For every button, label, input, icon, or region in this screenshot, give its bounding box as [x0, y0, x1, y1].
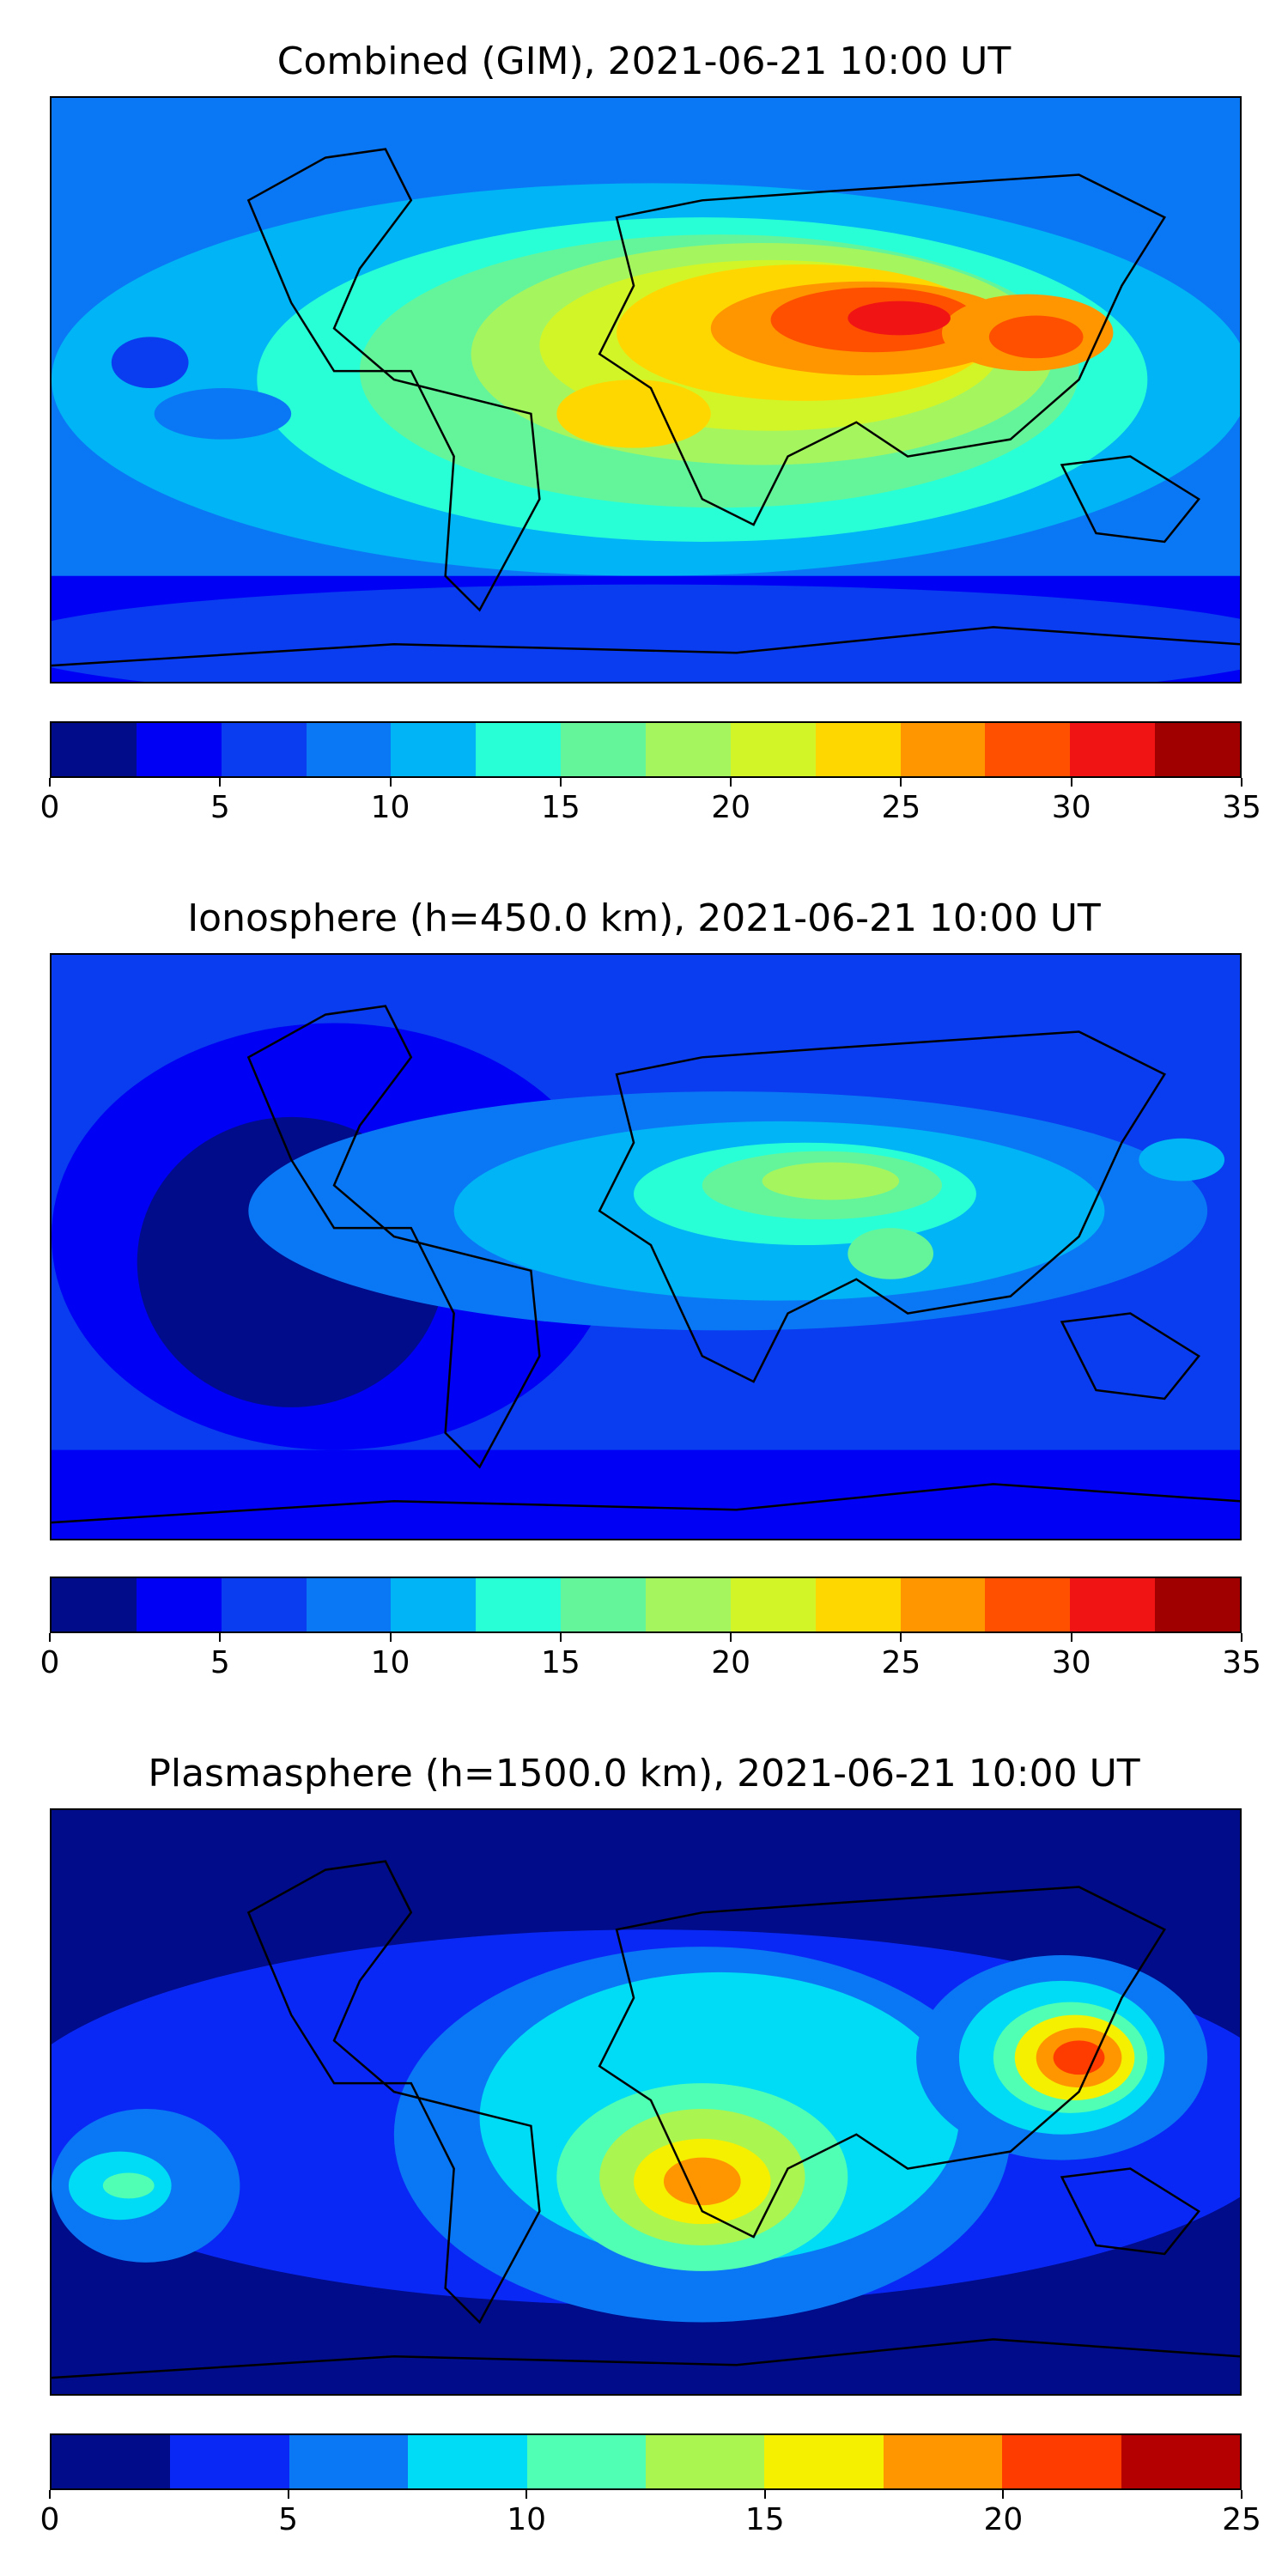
colorbar-segment [391, 1578, 477, 1631]
colorbar-segment [52, 1578, 137, 1631]
colorbar-segment [136, 1578, 222, 1631]
colorbar-tick-mark [49, 1633, 51, 1642]
panel-2-colorbar-ticks: 0 5 10 15 20 25 30 35 [40, 1633, 1261, 1693]
colorbar-tick-label: 25 [881, 1645, 921, 1680]
colorbar-segment [306, 723, 392, 776]
colorbar-segment [52, 723, 137, 776]
colorbar-tick-mark [900, 778, 902, 787]
colorbar-segment [408, 2435, 527, 2488]
colorbar-segment [1002, 2435, 1121, 2488]
colorbar-tick-mark [900, 1633, 902, 1642]
colorbar-segment [646, 2435, 765, 2488]
colorbar-tick-mark [1002, 2490, 1005, 2499]
colorbar-tick-mark [1070, 1633, 1072, 1642]
colorbar-segment [391, 723, 477, 776]
colorbar-segment [170, 2435, 289, 2488]
colorbar-segment [900, 1578, 986, 1631]
colorbar-tick-mark [559, 1633, 562, 1642]
colorbar-tick-label: 10 [370, 1645, 410, 1680]
colorbar-tick-label: 35 [1222, 790, 1261, 825]
panel-1-colorbar [50, 721, 1242, 778]
colorbar-segment [1155, 1578, 1241, 1631]
panel-3-colorbar [50, 2433, 1242, 2490]
colorbar-segment [1070, 1578, 1156, 1631]
colorbar-tick-label: 20 [983, 2502, 1024, 2537]
colorbar-tick-mark [389, 778, 392, 787]
colorbar-segment [646, 1578, 731, 1631]
colorbar-tick-mark [559, 778, 562, 787]
panel-3-colorbar-ticks: 0 5 10 15 20 25 [40, 2490, 1261, 2550]
colorbar-tick-label: 5 [210, 790, 230, 825]
colorbar-tick-mark [730, 778, 732, 787]
panel-1-colorbar-ticks: 0 5 10 15 20 25 30 35 [40, 778, 1261, 838]
colorbar-tick-label: 30 [1051, 790, 1091, 825]
colorbar-tick-label: 0 [39, 1645, 60, 1680]
colorbar-segment [476, 723, 562, 776]
colorbar-segment [1070, 723, 1156, 776]
colorbar-segment [730, 1578, 816, 1631]
colorbar-segment [985, 723, 1071, 776]
panel-2-title: Ionosphere (h=450.0 km), 2021-06-21 10:0… [187, 896, 1101, 940]
colorbar-tick-label: 5 [278, 2502, 299, 2537]
panel-2-colorbar [50, 1577, 1242, 1633]
colorbar-tick-mark [1241, 2490, 1242, 2499]
colorbar-tick-mark [1241, 1633, 1242, 1642]
colorbar-segment [221, 1578, 307, 1631]
colorbar-segment [561, 1578, 647, 1631]
colorbar-segment [730, 723, 816, 776]
panel-2-map [50, 953, 1242, 1540]
colorbar-tick-mark [1241, 778, 1242, 787]
colorbar-tick-label: 10 [370, 790, 410, 825]
colorbar-tick-label: 10 [507, 2502, 547, 2537]
colorbar-segment [52, 2435, 171, 2488]
colorbar-segment [985, 1578, 1071, 1631]
colorbar-segment [476, 1578, 562, 1631]
colorbar-tick-label: 25 [1222, 2502, 1261, 2537]
panel-1-title: Combined (GIM), 2021-06-21 10:00 UT [276, 39, 1012, 83]
colorbar-segment [1121, 2435, 1241, 2488]
panel-3-title: Plasmasphere (h=1500.0 km), 2021-06-21 1… [148, 1752, 1140, 1795]
panel-1-map [50, 96, 1242, 683]
colorbar-tick-mark [49, 778, 51, 787]
colorbar-tick-mark [219, 778, 222, 787]
colorbar-tick-label: 15 [744, 2502, 785, 2537]
colorbar-segment [883, 2435, 1003, 2488]
panel-3-map [50, 1808, 1242, 2396]
colorbar-tick-label: 15 [540, 1645, 580, 1680]
colorbar-tick-label: 25 [881, 790, 921, 825]
colorbar-tick-mark [1070, 778, 1072, 787]
colorbar-segment [900, 723, 986, 776]
colorbar-tick-mark [389, 1633, 392, 1642]
colorbar-tick-label: 20 [711, 790, 751, 825]
colorbar-segment [289, 2435, 409, 2488]
colorbar-tick-mark [219, 1633, 222, 1642]
colorbar-segment [306, 1578, 392, 1631]
colorbar-tick-label: 15 [540, 790, 580, 825]
colorbar-tick-label: 0 [39, 790, 60, 825]
colorbar-segment [1155, 723, 1241, 776]
colorbar-tick-label: 20 [711, 1645, 751, 1680]
colorbar-segment [764, 2435, 884, 2488]
colorbar-segment [646, 723, 731, 776]
colorbar-tick-mark [730, 1633, 732, 1642]
colorbar-segment [561, 723, 647, 776]
colorbar-segment [136, 723, 222, 776]
colorbar-tick-label: 0 [39, 2502, 60, 2537]
colorbar-segment [526, 2435, 647, 2488]
colorbar-tick-mark [287, 2490, 289, 2499]
colorbar-tick-label: 35 [1222, 1645, 1261, 1680]
colorbar-segment [221, 723, 307, 776]
colorbar-tick-mark [526, 2490, 528, 2499]
colorbar-tick-label: 5 [210, 1645, 230, 1680]
colorbar-tick-mark [49, 2490, 51, 2499]
colorbar-segment [815, 723, 901, 776]
colorbar-tick-label: 30 [1051, 1645, 1091, 1680]
colorbar-tick-mark [763, 2490, 766, 2499]
colorbar-segment [815, 1578, 901, 1631]
